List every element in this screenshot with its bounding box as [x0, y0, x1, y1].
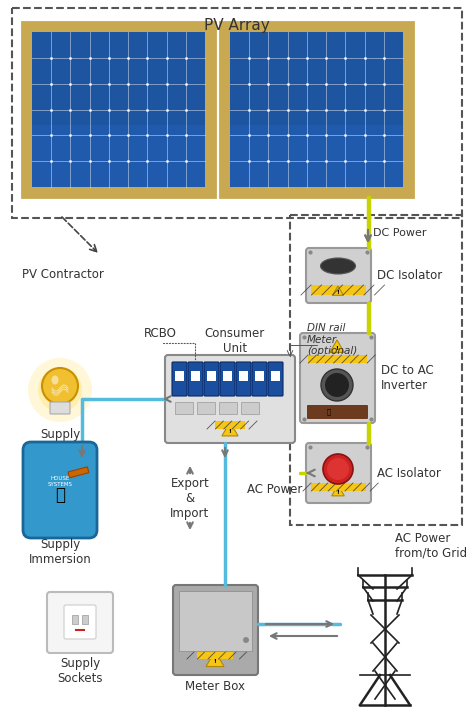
Circle shape	[325, 373, 349, 397]
Bar	[223, 371, 232, 381]
FancyBboxPatch shape	[220, 22, 413, 197]
FancyBboxPatch shape	[188, 362, 203, 396]
FancyBboxPatch shape	[306, 248, 371, 303]
Polygon shape	[206, 651, 224, 666]
Bar	[68, 467, 89, 478]
Circle shape	[28, 358, 92, 422]
Bar	[230, 125, 403, 187]
Text: Supply
Sockets: Supply Sockets	[57, 657, 103, 685]
Bar	[308, 355, 367, 363]
Text: 🌳: 🌳	[55, 486, 65, 504]
FancyBboxPatch shape	[179, 591, 252, 651]
Bar	[197, 402, 215, 414]
Text: !: !	[337, 490, 339, 495]
Circle shape	[42, 368, 78, 404]
FancyBboxPatch shape	[172, 362, 187, 396]
Circle shape	[243, 637, 249, 643]
Text: Meter Box: Meter Box	[185, 680, 245, 693]
Text: Supply
Lights: Supply Lights	[40, 428, 80, 456]
FancyBboxPatch shape	[307, 405, 368, 419]
FancyBboxPatch shape	[204, 362, 219, 396]
Text: AC Power
from/to Grid: AC Power from/to Grid	[395, 532, 467, 560]
Bar	[255, 371, 264, 381]
FancyBboxPatch shape	[236, 362, 251, 396]
Bar	[311, 483, 366, 491]
FancyBboxPatch shape	[47, 592, 113, 653]
Bar	[197, 649, 233, 659]
Ellipse shape	[52, 376, 58, 384]
Bar	[230, 32, 403, 187]
Text: DIN rail
Meter
(optional): DIN rail Meter (optional)	[307, 323, 357, 356]
Bar	[219, 402, 237, 414]
Text: SYSTEMS: SYSTEMS	[47, 481, 73, 486]
Bar	[12, 8, 462, 218]
Text: DC Power: DC Power	[373, 228, 427, 238]
Bar	[207, 371, 216, 381]
FancyBboxPatch shape	[220, 362, 235, 396]
Text: RCBO: RCBO	[144, 327, 176, 340]
Text: PV Array: PV Array	[204, 18, 270, 33]
FancyBboxPatch shape	[22, 22, 215, 197]
Bar	[311, 285, 366, 295]
Polygon shape	[332, 485, 344, 496]
Circle shape	[327, 458, 349, 480]
FancyBboxPatch shape	[306, 443, 371, 503]
FancyBboxPatch shape	[23, 442, 97, 538]
Bar	[191, 371, 200, 381]
FancyBboxPatch shape	[165, 355, 295, 443]
Polygon shape	[330, 340, 344, 352]
Text: DC Isolator: DC Isolator	[377, 268, 442, 281]
Circle shape	[323, 454, 353, 484]
Bar	[290, 215, 462, 525]
Text: !: !	[214, 659, 217, 664]
Bar	[72, 615, 78, 624]
Text: Supply
Immersion: Supply Immersion	[28, 538, 91, 566]
Text: !: !	[337, 290, 339, 295]
FancyBboxPatch shape	[50, 402, 70, 414]
FancyBboxPatch shape	[252, 362, 267, 396]
FancyBboxPatch shape	[300, 333, 375, 423]
Text: !: !	[228, 429, 231, 434]
Bar	[271, 371, 280, 381]
Bar	[175, 402, 193, 414]
Text: 🌲: 🌲	[327, 409, 331, 415]
Polygon shape	[222, 422, 238, 436]
Bar	[82, 615, 88, 624]
Bar	[32, 125, 205, 187]
FancyBboxPatch shape	[173, 585, 258, 675]
Text: HOUSE: HOUSE	[50, 476, 70, 481]
Text: PV Contractor: PV Contractor	[22, 268, 104, 281]
Bar	[32, 32, 205, 187]
Text: AC Power: AC Power	[247, 483, 303, 496]
Bar	[175, 371, 184, 381]
Text: Export
&
Import: Export & Import	[170, 476, 210, 520]
Circle shape	[321, 369, 353, 401]
Bar	[215, 421, 245, 429]
Text: !: !	[336, 346, 338, 351]
Text: DC to AC
Inverter: DC to AC Inverter	[381, 364, 434, 392]
Polygon shape	[333, 286, 343, 295]
Bar	[239, 371, 248, 381]
Circle shape	[38, 368, 82, 412]
FancyBboxPatch shape	[268, 362, 283, 396]
Ellipse shape	[320, 258, 356, 274]
Text: AC Isolator: AC Isolator	[377, 466, 441, 479]
Bar	[241, 402, 259, 414]
FancyBboxPatch shape	[64, 605, 96, 639]
Text: Consumer
Unit: Consumer Unit	[205, 327, 265, 355]
